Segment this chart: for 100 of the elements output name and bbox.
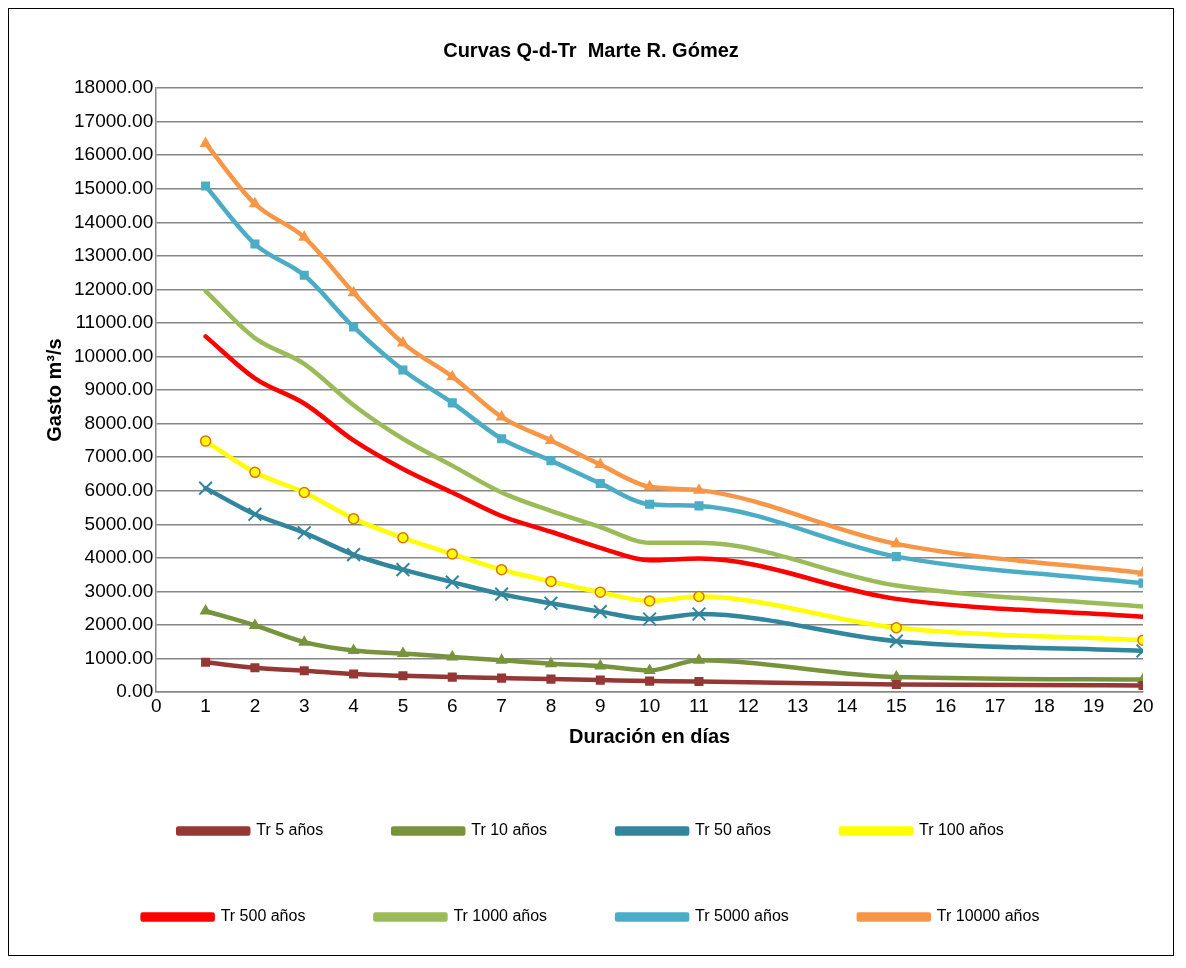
legend-label: Tr 500 años (220, 907, 306, 925)
point (890, 622, 903, 634)
point (691, 606, 707, 622)
y-tick-label: 4000.00 (84, 546, 154, 568)
point (497, 434, 507, 444)
point (495, 563, 508, 576)
x-tick-label: 19 (1083, 694, 1105, 716)
x-tick-label: 3 (298, 694, 310, 716)
x-tick-label: 9 (595, 694, 606, 716)
point (346, 547, 361, 562)
point (249, 466, 261, 479)
y-tick-label: 3000.00 (84, 579, 154, 601)
y-tick-label: 6000.00 (84, 479, 154, 501)
point (250, 239, 260, 249)
point (200, 604, 211, 615)
y-tick-label: 12000.00 (74, 277, 154, 299)
y-tick-label: 7000.00 (84, 445, 154, 467)
point (446, 548, 459, 560)
legend-label: Tr 10 años (471, 821, 548, 839)
point (298, 636, 310, 646)
x-tick-label: 11 (689, 694, 709, 716)
point (693, 590, 705, 603)
x-tick-label: 15 (885, 694, 907, 716)
point (546, 456, 556, 466)
point (296, 525, 312, 541)
line-series (203, 288, 1143, 609)
point (496, 654, 507, 664)
point (891, 679, 901, 690)
point (496, 410, 507, 421)
point (249, 197, 261, 208)
point (592, 604, 608, 619)
chart-title: Curvas Q-d-Tr Marte R. Gómez (443, 38, 739, 61)
legend-label: Tr 1000 años (453, 907, 548, 925)
point (298, 486, 311, 499)
point (347, 512, 360, 525)
y-tick-label: 17000.00 (74, 109, 154, 131)
point (349, 669, 359, 679)
x-tick-label: 8 (545, 694, 557, 716)
legend-label: Tr 100 años (918, 821, 1004, 839)
x-tick-label: 2 (249, 694, 261, 716)
point (348, 644, 359, 655)
x-tick-label: 12 (737, 694, 759, 716)
point (543, 595, 559, 611)
point (694, 501, 704, 511)
point (298, 231, 310, 241)
x-axis-title: Duración en días (569, 724, 731, 747)
point (595, 478, 605, 488)
y-tick-label: 2000.00 (84, 613, 154, 635)
point (643, 595, 656, 607)
point (201, 657, 211, 667)
point (594, 660, 606, 670)
y-tick-label: 14000.00 (74, 210, 154, 232)
y-tick-label: 16000.00 (74, 143, 154, 165)
point (398, 365, 408, 375)
y-tick-label: 1000.00 (84, 646, 154, 668)
point (395, 562, 411, 578)
legend-label: Tr 50 años (695, 821, 771, 839)
x-tick-label: 13 (787, 694, 809, 716)
x-tick-label: 6 (446, 694, 458, 716)
x-tick-label: 17 (984, 694, 1006, 716)
legend-label: Tr 5000 años (695, 907, 789, 925)
x-tick-label: 7 (496, 694, 507, 716)
x-tick-label: 10 (639, 694, 661, 716)
legend-label: Tr 5 años (256, 821, 324, 839)
point (645, 676, 655, 686)
point (247, 506, 263, 522)
point (645, 499, 655, 509)
y-tick-label: 15000.00 (74, 176, 154, 198)
point (890, 671, 902, 681)
point (545, 575, 557, 588)
x-tick-label: 14 (836, 694, 858, 716)
point (447, 398, 457, 408)
point (694, 676, 704, 686)
point (644, 664, 655, 674)
point (545, 657, 557, 668)
point (594, 458, 606, 469)
point (398, 671, 408, 681)
point (693, 654, 705, 664)
point (250, 663, 260, 673)
point (397, 337, 409, 347)
point (546, 674, 556, 684)
point (642, 611, 657, 627)
point (693, 484, 705, 494)
point (299, 666, 309, 676)
point (200, 137, 211, 147)
point (397, 647, 409, 658)
point (644, 480, 655, 491)
point (446, 650, 458, 661)
point (595, 675, 605, 685)
x-tick-label: 18 (1033, 694, 1055, 716)
point (199, 435, 212, 447)
point (890, 537, 902, 548)
point (397, 532, 409, 544)
point (447, 672, 457, 682)
point (299, 270, 309, 280)
point (888, 633, 904, 649)
point (198, 480, 213, 496)
y-tick-label: 8000.00 (84, 411, 154, 433)
x-tick-label: 16 (935, 694, 957, 716)
x-tick-label: 4 (348, 694, 360, 716)
